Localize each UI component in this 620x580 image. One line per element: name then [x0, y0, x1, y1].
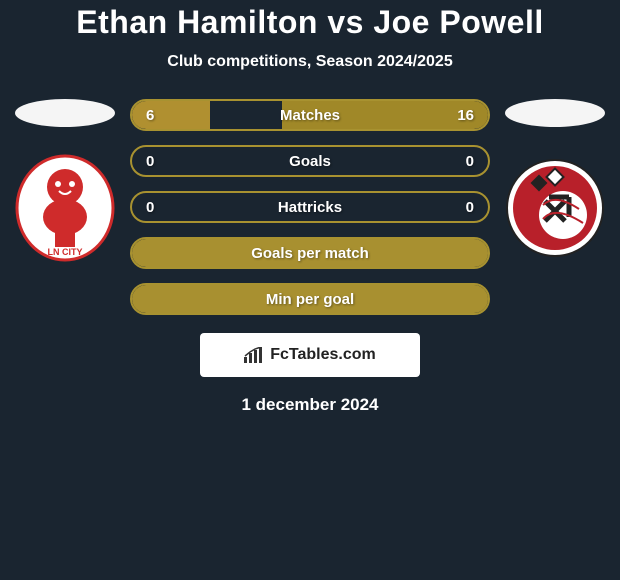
stat-value-left: 6: [146, 107, 154, 124]
stat-row-hattricks: 0 Hattricks 0: [130, 191, 490, 223]
stat-value-right: 0: [466, 153, 474, 170]
stat-value-right: 16: [457, 107, 474, 124]
stat-label: Hattricks: [278, 199, 342, 216]
comparison-card: Ethan Hamilton vs Joe Powell Club compet…: [0, 0, 620, 580]
stat-row-goals: 0 Goals 0: [130, 145, 490, 177]
left-column: LN CITY: [10, 99, 120, 263]
stat-row-goals-per-match: Goals per match: [130, 237, 490, 269]
player2-name: Joe Powell: [373, 4, 543, 40]
right-club-crest: [505, 153, 605, 263]
stat-value-right: 0: [466, 199, 474, 216]
stat-label: Goals per match: [251, 245, 369, 262]
brand-box[interactable]: FcTables.com: [200, 333, 420, 377]
stat-label: Matches: [280, 107, 340, 124]
right-column: [500, 99, 610, 263]
stat-row-min-per-goal: Min per goal: [130, 283, 490, 315]
brand-text: FcTables.com: [270, 346, 376, 364]
vs-label: vs: [327, 4, 364, 40]
stat-value-left: 0: [146, 153, 154, 170]
content-row: LN CITY 6 Matches 16 0 Goals 0 0 Hattricks 0 Goal…: [0, 99, 620, 315]
stat-label: Goals: [289, 153, 331, 170]
right-player-oval: [505, 99, 605, 127]
svg-text:LN CITY: LN CITY: [48, 247, 83, 257]
crest-left-svg: LN CITY: [15, 153, 115, 263]
date-label: 1 december 2024: [0, 395, 620, 415]
brand-chart-icon: [244, 347, 264, 363]
stats-column: 6 Matches 16 0 Goals 0 0 Hattricks 0 Goals per ma…: [130, 99, 490, 315]
crest-right-svg: [505, 153, 605, 263]
stat-label: Min per goal: [266, 291, 354, 308]
left-club-crest: LN CITY: [15, 153, 115, 263]
stat-fill-left: [132, 101, 210, 129]
subtitle: Club competitions, Season 2024/2025: [0, 53, 620, 71]
left-player-oval: [15, 99, 115, 127]
stat-row-matches: 6 Matches 16: [130, 99, 490, 131]
stat-value-left: 0: [146, 199, 154, 216]
player1-name: Ethan Hamilton: [76, 4, 318, 40]
page-title: Ethan Hamilton vs Joe Powell: [0, 4, 620, 41]
